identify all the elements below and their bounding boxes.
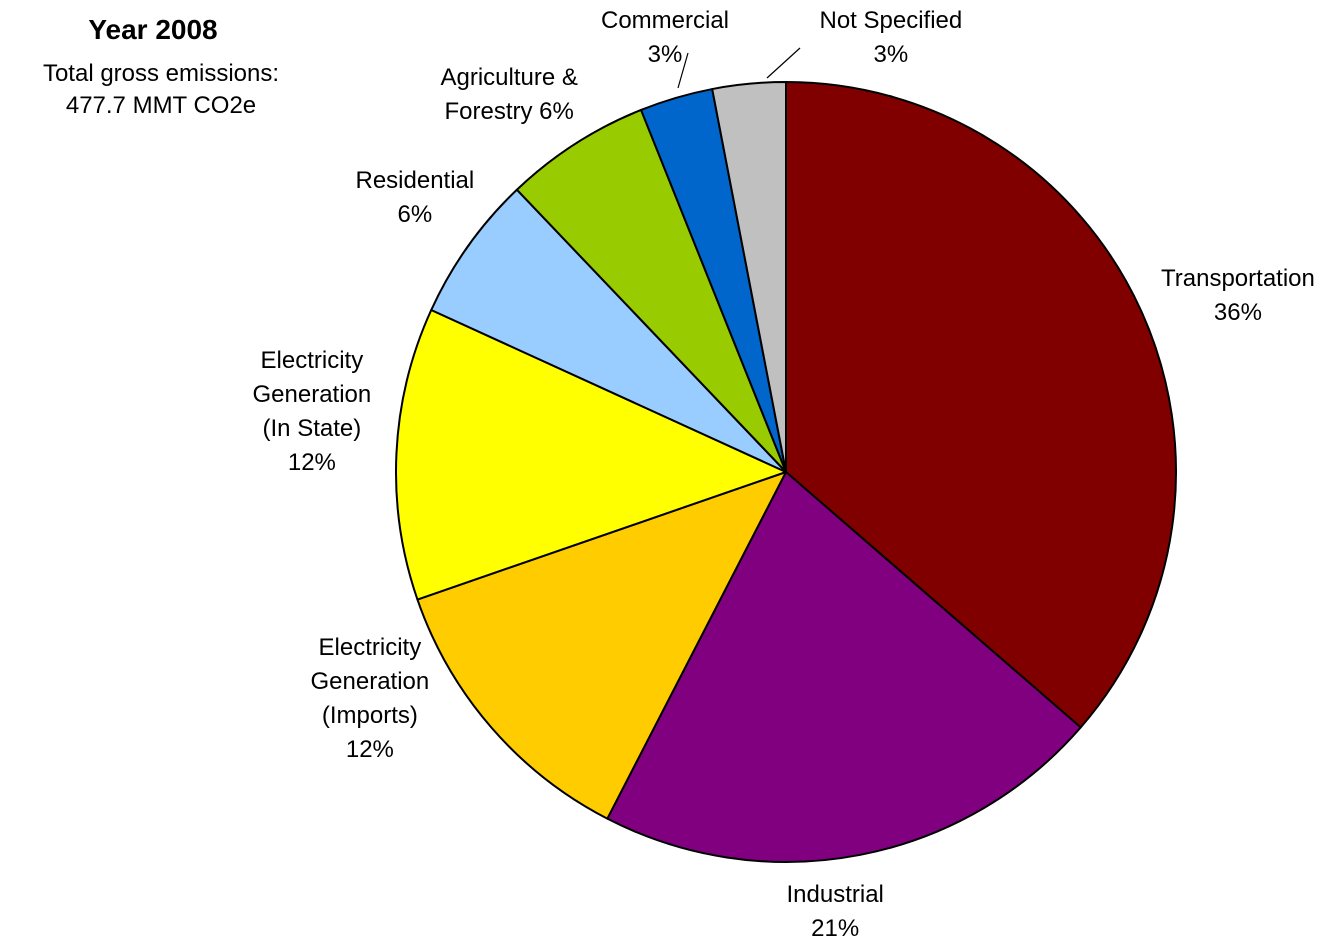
chart-title: Year 2008 bbox=[88, 14, 218, 45]
chart-subtitle: Total gross emissions: 477.7 MMT CO2e bbox=[42, 60, 280, 119]
pie-slice-agriculture-5 bbox=[515, 108, 787, 473]
leader-lines bbox=[677, 47, 801, 89]
pie-slice-electricity-2 bbox=[416, 471, 787, 820]
leader-line-6 bbox=[677, 52, 689, 89]
pie-slice-residential-4 bbox=[430, 188, 787, 473]
pie-slices bbox=[395, 81, 1177, 863]
slice-label-5: Agriculture & Forestry 6% bbox=[440, 64, 578, 125]
pie-slice-electricity-3 bbox=[395, 308, 787, 601]
slice-label-3: Electricity Generation (In State) 12% bbox=[252, 347, 372, 476]
pie-slice-industrial-1 bbox=[606, 471, 1082, 863]
pie-slice-transportation-0 bbox=[785, 81, 1177, 729]
slice-label-6: Commercial 3% bbox=[601, 7, 730, 68]
slice-label-2: Electricity Generation (Imports) 12% bbox=[310, 634, 430, 763]
pie-slice-not-specified-7 bbox=[711, 81, 787, 473]
slice-label-0: Transportation 36% bbox=[1161, 265, 1315, 326]
leader-line-7 bbox=[766, 47, 801, 79]
slice-label-7: Not Specified 3% bbox=[819, 7, 963, 68]
slice-label-4: Residential 6% bbox=[355, 167, 475, 228]
slice-label-1: Industrial 21% bbox=[786, 881, 884, 942]
